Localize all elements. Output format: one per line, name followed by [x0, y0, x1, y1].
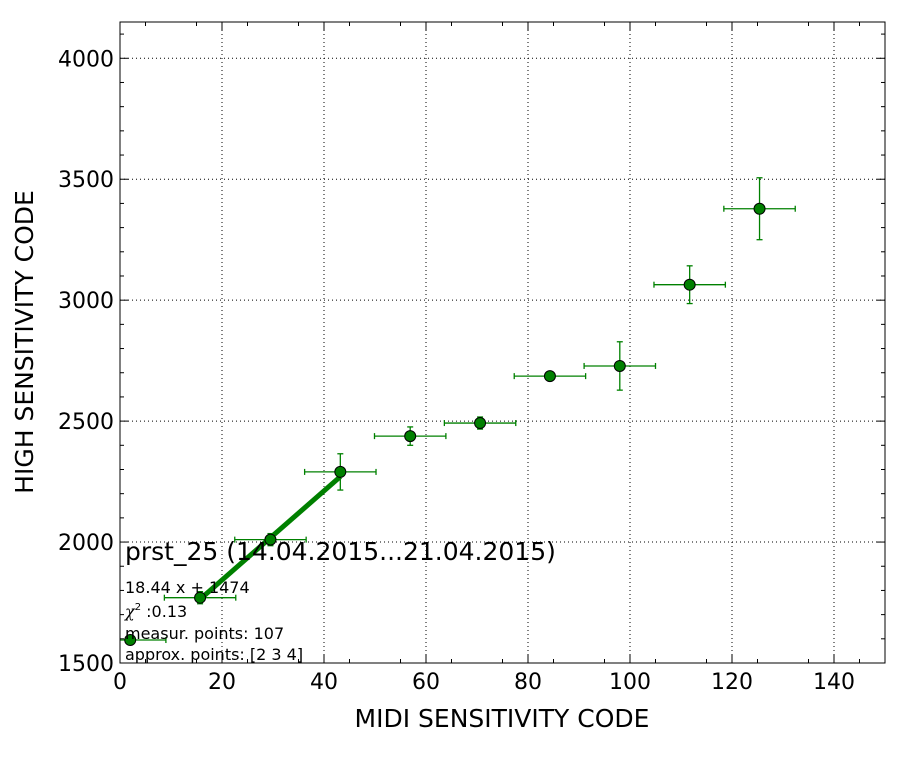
x-tick-label: 80: [514, 670, 542, 695]
y-tick-label: 2000: [58, 531, 114, 556]
y-tick-label: 3000: [58, 289, 114, 314]
data-point: [474, 417, 487, 430]
x-tick-label: 120: [711, 670, 753, 695]
chi2-symbol: χ: [124, 602, 136, 621]
data-point: [404, 430, 417, 443]
chi2-superscript: 2: [135, 602, 141, 613]
chi2-value: :0.13: [141, 602, 187, 621]
annotation-equation: 18.44 x + 1474: [125, 578, 250, 597]
x-tick-label: 60: [412, 670, 440, 695]
x-tick-label: 140: [813, 670, 855, 695]
x-tick-label: 100: [609, 670, 651, 695]
data-point: [124, 634, 137, 647]
annotation-chi2: χ2 :0.13: [124, 602, 187, 621]
data-point: [613, 359, 626, 372]
x-axis-label: MIDI SENSITIVITY CODE: [355, 704, 650, 733]
points-layer: [124, 202, 766, 647]
plot-frame: [119, 21, 886, 664]
data-point: [194, 591, 207, 604]
errorbar-layer: [120, 177, 796, 644]
data-point: [683, 278, 696, 291]
annotation-title: prst_25 (14.04.2015...21.04.2015): [125, 537, 556, 566]
annotation-approx-points: approx. points: [2 3 4]: [125, 645, 303, 664]
data-point: [543, 370, 556, 383]
x-tick-label: 20: [208, 670, 236, 695]
y-tick-label: 4000: [58, 47, 114, 72]
labels-layer: 0 20 40 60 80 100 120 140 1500 2000 2500 3000 3500 40…: [58, 47, 855, 695]
annotation-measur-points: measur. points: 107: [125, 624, 284, 643]
ticks-layer: [119, 22, 885, 664]
y-tick-label: 1500: [58, 652, 114, 677]
y-tick-label: 2500: [58, 410, 114, 435]
data-point: [334, 465, 347, 478]
y-tick-label: 3500: [58, 168, 114, 193]
y-axis-label: HIGH SENSITIVITY CODE: [10, 190, 39, 494]
x-tick-label: 40: [310, 670, 338, 695]
data-point: [264, 533, 277, 546]
data-point: [753, 202, 766, 215]
x-tick-label: 0: [113, 670, 127, 695]
